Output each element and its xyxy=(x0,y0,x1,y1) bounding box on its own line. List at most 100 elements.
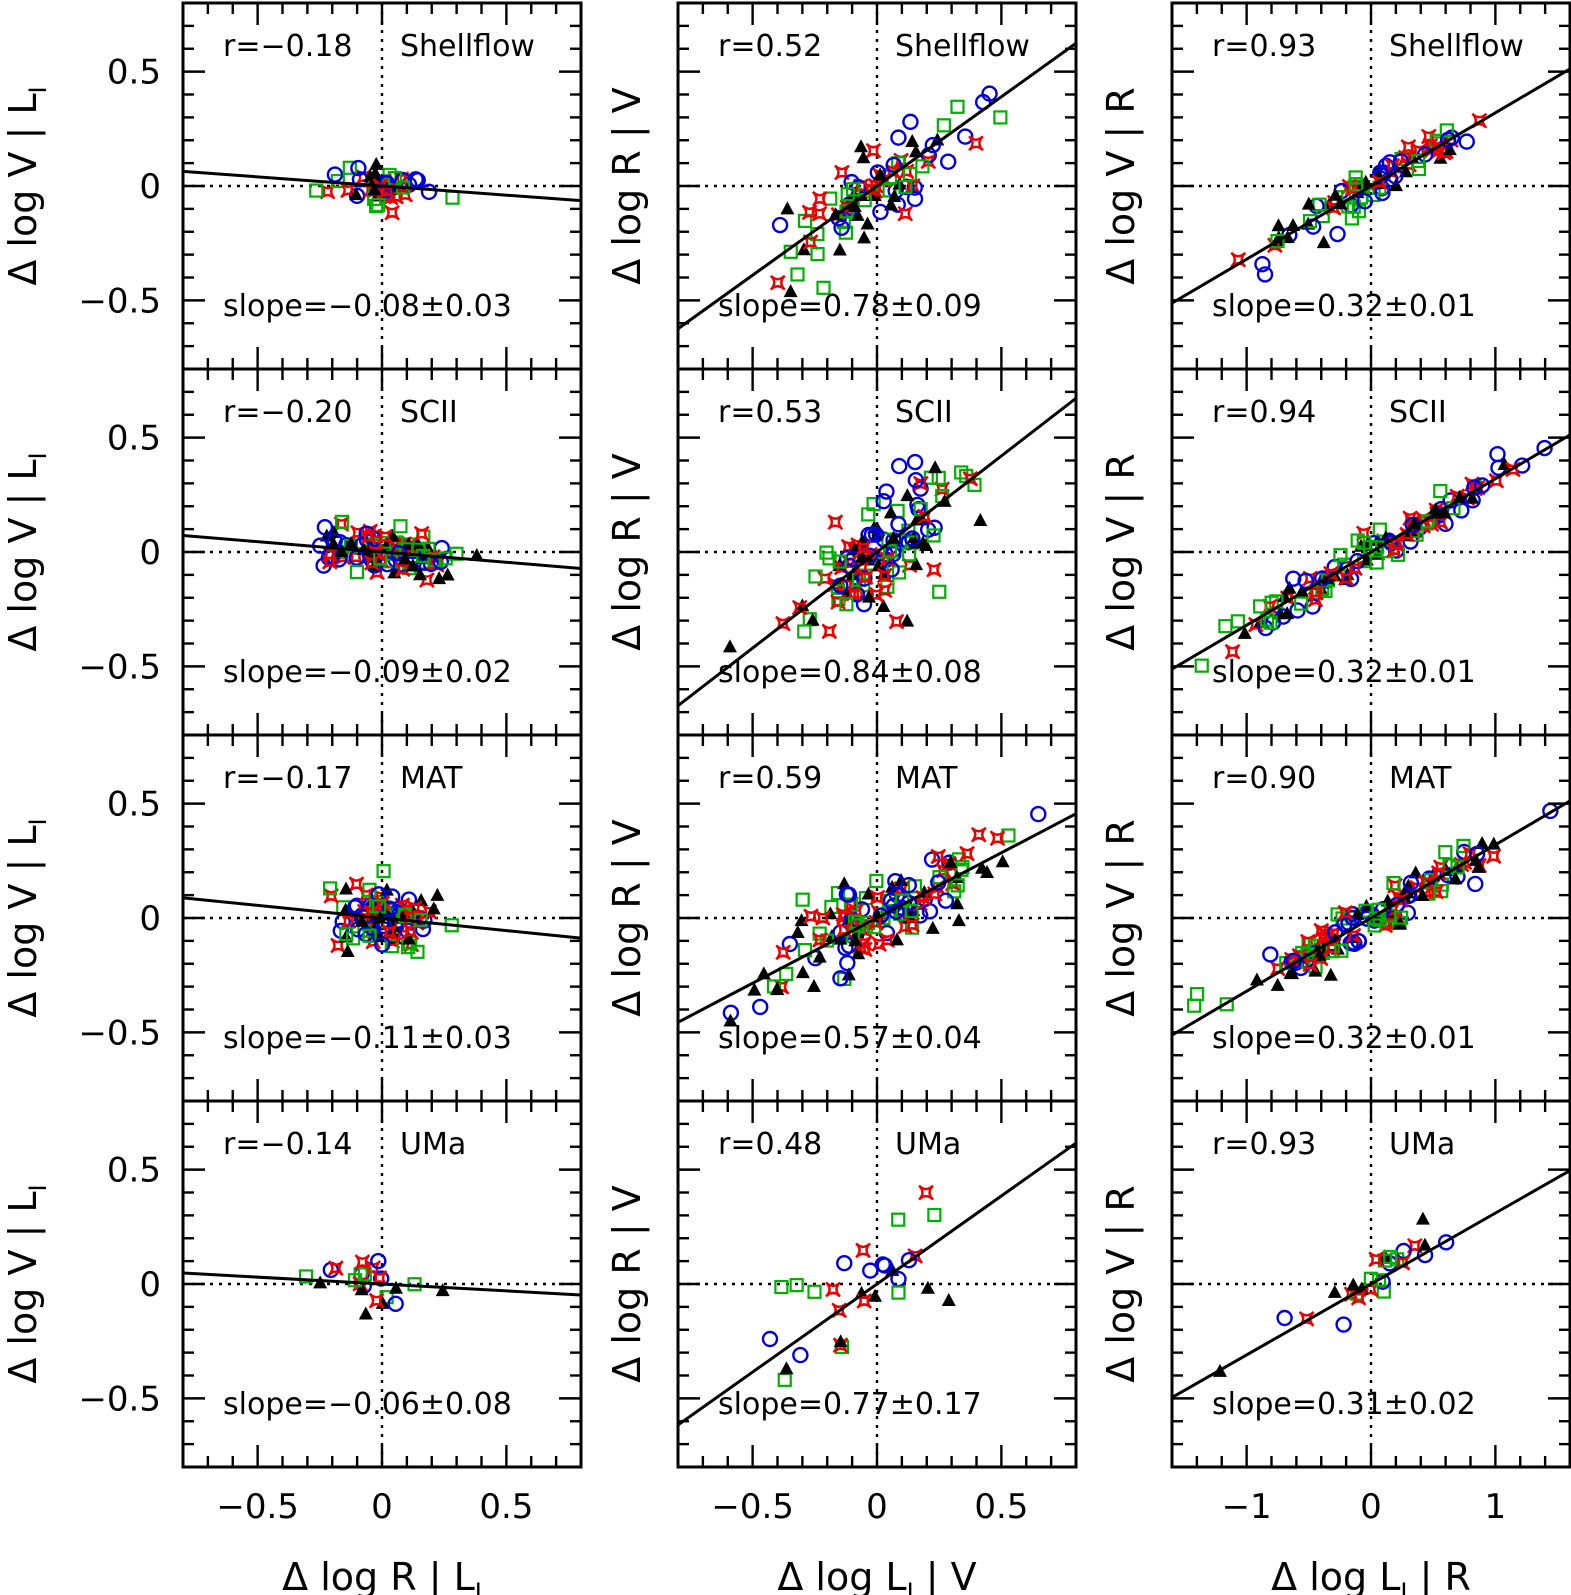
data-point-triangle xyxy=(1346,1277,1361,1291)
data-point-triangle xyxy=(883,505,898,519)
data-point-star xyxy=(855,1242,871,1259)
data-point-star xyxy=(375,185,392,201)
slope-label: slope=0.77±0.17 xyxy=(718,1387,982,1422)
data-point-square xyxy=(932,584,947,599)
data-point-triangle xyxy=(1270,977,1285,991)
data-point-triangle xyxy=(780,201,795,215)
data-point-circle xyxy=(876,1257,893,1274)
data-point-triangle xyxy=(883,197,898,211)
data-point-circle xyxy=(432,553,450,570)
data-point-circle xyxy=(891,457,908,475)
y-tick-label: 0.5 xyxy=(107,53,161,93)
y-tick-label: 0 xyxy=(139,899,161,939)
data-point-star xyxy=(1347,560,1363,577)
data-point-square xyxy=(1411,161,1427,177)
points-group xyxy=(311,514,484,588)
data-point-circle xyxy=(374,936,391,953)
fit-line xyxy=(183,169,581,203)
data-point-square xyxy=(1334,943,1349,958)
data-point-circle xyxy=(1489,445,1506,463)
data-point-circle xyxy=(900,1252,918,1269)
y-axis-title: Δ log V | R xyxy=(1099,819,1144,1016)
data-point-circle xyxy=(1536,439,1553,457)
panel-scii-col-1: r=−0.20 SCII slope=−0.09±0.02 xyxy=(181,367,583,737)
data-point-triangle xyxy=(889,932,904,946)
data-point-square xyxy=(891,1212,906,1227)
data-point-circle xyxy=(1356,193,1374,210)
data-point-star xyxy=(1230,251,1247,268)
data-point-square xyxy=(869,873,884,889)
data-point-circle xyxy=(1458,133,1475,150)
data-point-square xyxy=(931,470,946,485)
data-point-triangle xyxy=(950,896,965,910)
x-tick-label: 0 xyxy=(866,1487,888,1527)
panel-shellflow-col-3: r=0.93 Shellflow slope=0.32±0.01 xyxy=(1170,1,1571,371)
data-point-triangle xyxy=(920,1280,935,1294)
data-point-triangle xyxy=(1323,967,1338,981)
data-point-triangle xyxy=(354,1282,369,1296)
data-point-triangle xyxy=(941,1292,956,1306)
data-point-triangle xyxy=(928,460,943,474)
data-point-triangle xyxy=(469,548,484,562)
data-point-star xyxy=(348,876,365,893)
x-axis-title: Δ log LI | V xyxy=(777,1555,976,1595)
data-point-square xyxy=(915,159,930,174)
data-point-square xyxy=(789,1278,804,1293)
data-point-square xyxy=(950,878,965,893)
data-point-circle xyxy=(911,907,929,924)
data-point-triangle xyxy=(848,933,863,947)
data-point-star xyxy=(926,561,942,578)
data-point-triangle xyxy=(397,551,412,565)
data-point-square xyxy=(847,914,863,929)
panel-shellflow-col-1: r=−0.18 Shellflow slope=−0.08±0.03 xyxy=(181,1,583,371)
panel-uma-col-3: r=0.93 UMa slope=0.31±0.02 xyxy=(1170,1099,1571,1469)
data-point-triangle xyxy=(1465,490,1480,504)
data-point-circle xyxy=(957,128,974,145)
data-point-circle xyxy=(890,129,907,146)
fit-line xyxy=(1172,799,1570,1037)
data-point-triangle xyxy=(358,1306,373,1320)
data-point-square xyxy=(1218,619,1233,634)
data-point-triangle xyxy=(349,187,364,201)
data-point-triangle xyxy=(432,571,447,585)
sample-label: UMa xyxy=(400,1127,466,1162)
data-point-triangle xyxy=(368,170,383,184)
data-point-triangle xyxy=(354,913,369,927)
data-point-circle xyxy=(781,935,799,953)
panel-scii-col-3: r=0.94 SCII slope=0.32±0.01 xyxy=(1170,367,1571,737)
data-point-square xyxy=(883,544,898,559)
data-point-square xyxy=(891,1285,906,1300)
data-point-circle xyxy=(836,1254,853,1272)
data-point-circle xyxy=(771,216,789,234)
data-point-triangle xyxy=(344,535,359,549)
data-point-square xyxy=(1333,548,1348,563)
x-tick-label: 1 xyxy=(1485,1487,1507,1527)
data-point-star xyxy=(1307,584,1324,601)
data-point-triangle xyxy=(850,207,865,221)
data-point-circle xyxy=(840,886,858,903)
data-point-square xyxy=(347,1273,363,1288)
panel-uma-col-1: r=−0.14 UMa slope=−0.06±0.08 xyxy=(181,1099,583,1469)
y-tick-label: −0.5 xyxy=(78,1013,161,1053)
panel-mat-col-3: r=0.90 MAT slope=0.32±0.01 xyxy=(1170,733,1571,1103)
data-point-star xyxy=(811,205,828,222)
slope-label: slope=−0.09±0.02 xyxy=(223,655,512,690)
data-point-star xyxy=(814,910,831,926)
data-point-square xyxy=(993,110,1008,125)
data-point-square xyxy=(832,554,847,569)
data-point-square xyxy=(349,564,365,580)
data-point-circle xyxy=(1329,225,1346,243)
fit-line xyxy=(678,812,1076,1024)
data-point-square xyxy=(342,160,357,175)
data-point-square xyxy=(393,519,408,534)
x-tick-label: 0.5 xyxy=(974,1487,1028,1527)
data-point-triangle xyxy=(339,881,354,895)
data-point-circle xyxy=(833,219,850,236)
data-point-circle xyxy=(761,1330,779,1348)
panel-mat-col-1: r=−0.17 MAT slope=−0.11±0.03 xyxy=(181,733,583,1103)
data-point-triangle xyxy=(405,558,420,572)
data-point-triangle xyxy=(854,139,869,153)
x-tick-label: −0.5 xyxy=(216,1487,299,1527)
data-point-triangle xyxy=(340,944,355,958)
correlation-label: r=0.93 xyxy=(1212,1127,1316,1162)
